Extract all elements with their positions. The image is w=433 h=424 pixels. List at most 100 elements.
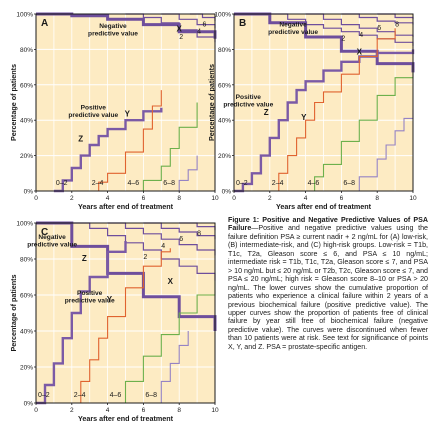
series-label: 0–2: [38, 392, 50, 399]
y-tick-label: 40%: [218, 118, 231, 125]
y-tick-label: 60%: [20, 82, 33, 89]
series-line-positive-0-2: [53, 107, 163, 193]
panel-letter: B: [239, 18, 246, 29]
x-tick-label: 6: [142, 407, 146, 414]
chart-panel-b: 2 4 6 8 0–2 2–4 4–6 6–8 0% 20% 40% 60% 80% 100% 0 2 4 6 8 1…: [207, 12, 417, 212]
series-label: 0–2: [56, 180, 68, 187]
y-tick-label: 100%: [214, 12, 231, 19]
x-tick-label: 10: [211, 407, 219, 414]
y-axis-title: Percentage of patients: [9, 274, 18, 351]
series-line-positive-4-6: [305, 67, 414, 192]
series-label: 6–8: [163, 180, 175, 187]
y-tick-label: 0%: [24, 189, 34, 196]
annotation-point: Y: [125, 110, 131, 119]
annotation-line: predictive value: [68, 112, 118, 119]
annotation-point: Z: [82, 254, 87, 263]
series-label: 4–6: [110, 392, 122, 399]
annotation-text: Negative predictive value: [88, 23, 138, 38]
caption-body: —Positive and negative predictive values…: [228, 224, 428, 351]
annotation-point: Z: [264, 108, 269, 117]
y-tick-label: 40%: [20, 118, 33, 125]
series-label: 6–8: [145, 392, 157, 399]
series-label: 6: [179, 236, 183, 243]
series-label: 8: [197, 231, 201, 238]
figure-caption: Figure 1: Positive and Negative Predicti…: [228, 216, 428, 351]
annotation-line: predictive value: [88, 31, 138, 38]
annotation-line: Negative: [279, 21, 307, 28]
series-label: 0–2: [236, 180, 248, 187]
y-tick-label: 100%: [16, 12, 33, 19]
negative-predictive-curves: 2 46: [36, 12, 217, 43]
plot-frame: [233, 13, 414, 192]
series-label: 8: [395, 22, 399, 29]
series-line-positive-2-4: [89, 90, 162, 192]
series-label: 2: [341, 36, 345, 43]
series-label: 2: [143, 254, 147, 261]
y-tick-label: 60%: [20, 293, 33, 300]
x-tick-label: 0: [34, 195, 38, 202]
y-tick-label: 60%: [218, 82, 231, 89]
series-line-negative-0-2: [36, 12, 217, 39]
x-tick-label: 2: [70, 407, 74, 414]
annotation-line: predictive value: [268, 29, 318, 36]
caption-title: Figure 1: Positive and Negative Predicti…: [228, 216, 428, 233]
annotation-point: X: [357, 48, 363, 57]
x-tick-label: 8: [375, 195, 379, 202]
x-tick-label: 4: [106, 407, 110, 414]
series-line-negative-2: [125, 13, 216, 43]
y-tick-label: 80%: [20, 47, 33, 54]
annotation-line: Positive: [77, 290, 103, 297]
y-tick-label: 0%: [222, 189, 232, 196]
series-line-negative-2: [269, 13, 414, 46]
series-label: 4: [197, 29, 201, 36]
y-axis-title: Percentage of patients: [207, 64, 216, 141]
chart-panel-c: 2 4 6 8 0–2 2–4 4–6 6–8 0% 20% 40% 60% 80% 100% 0 2 4 6 8 1…: [9, 221, 219, 424]
series-label: 6–8: [343, 180, 355, 187]
annotation-point: Y: [107, 295, 113, 304]
annotation-line: Negative: [99, 23, 127, 30]
series-label: 2–4: [74, 392, 86, 399]
series-line-positive-0-2: [36, 241, 127, 405]
x-tick-label: 4: [304, 195, 308, 202]
series-line-positive-4-6: [125, 102, 198, 192]
y-axis-title: Percentage of patients: [9, 64, 18, 141]
positive-predictive-curves: 0–2 2–4 4–6 6–8: [36, 241, 216, 405]
annotation-point: X: [168, 277, 174, 286]
annotation-text: Positive predictive value: [65, 290, 115, 305]
series-line-negative-4: [107, 222, 216, 256]
y-tick-label: 100%: [16, 221, 33, 228]
series-line-positive-4-6: [107, 280, 216, 404]
annotation-text: Negative predictive value: [268, 21, 318, 36]
y-tick-label: 0%: [24, 401, 34, 408]
x-axis-title: Years after end of treatment: [78, 414, 174, 423]
y-tick-label: 20%: [20, 153, 33, 160]
series-label: 6: [203, 22, 207, 29]
series-line-negative-6: [341, 13, 414, 25]
annotation-line: predictive value: [27, 242, 77, 249]
x-axis-title: Years after end of treatment: [78, 202, 174, 211]
series-line-positive-2-4: [71, 248, 171, 404]
annotation-line: Positive: [81, 105, 107, 112]
panel-letter: C: [41, 227, 48, 238]
annotation-text: Positive predictive value: [68, 105, 118, 120]
annotation-point: Z: [78, 134, 83, 143]
y-tick-label: 80%: [218, 47, 231, 54]
series-line-negative-6: [143, 222, 216, 240]
x-tick-label: 0: [232, 195, 236, 202]
annotation-point: X: [177, 25, 183, 34]
series-label: 6: [377, 25, 381, 32]
plot-frame: [35, 222, 216, 404]
annotation-text: Positive predictive value: [223, 94, 273, 109]
x-tick-label: 10: [409, 195, 417, 202]
x-tick-label: 0: [34, 407, 38, 414]
series-label: 2–4: [92, 180, 104, 187]
y-tick-label: 20%: [218, 153, 231, 160]
series-label: 4–6: [308, 180, 320, 187]
series-label: 2: [179, 34, 183, 41]
x-tick-label: 10: [211, 195, 219, 202]
x-tick-label: 8: [177, 407, 181, 414]
annotation-point: Y: [301, 113, 307, 122]
series-line-positive-6-8: [341, 109, 414, 192]
